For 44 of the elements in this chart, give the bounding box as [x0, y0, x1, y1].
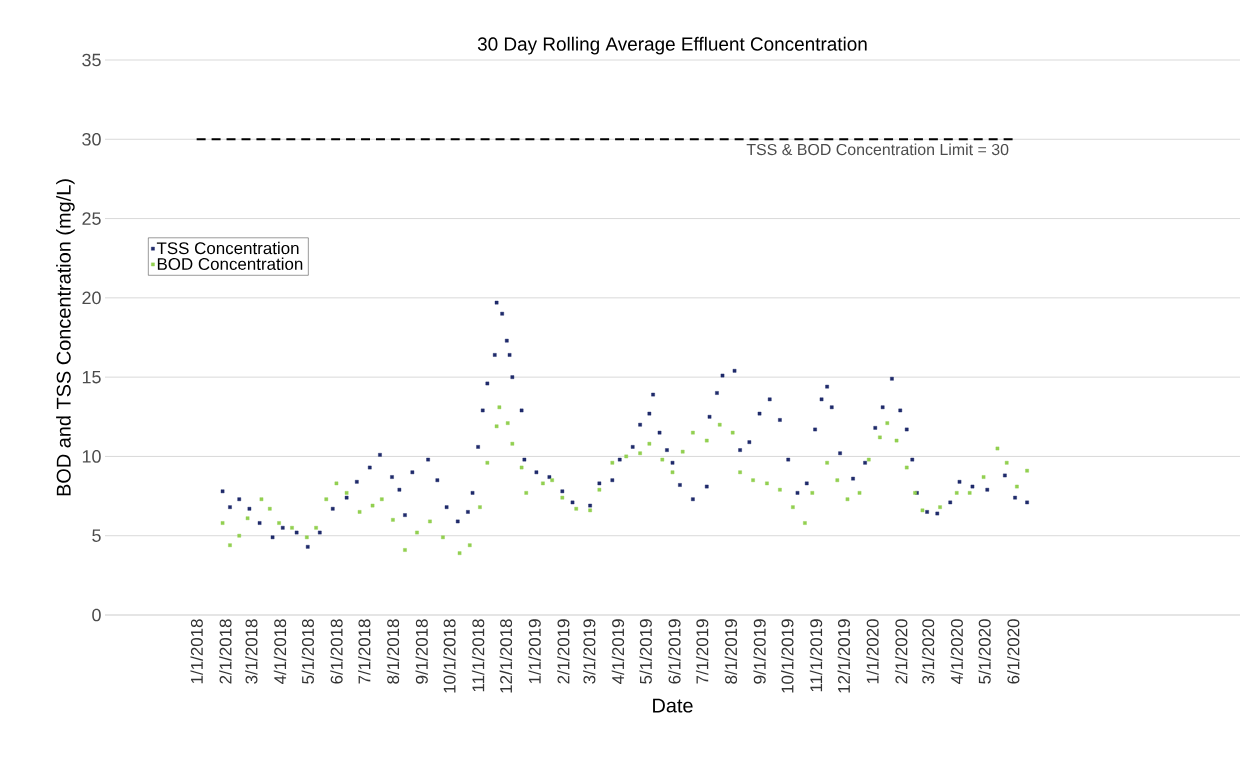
x-tick-label: 9/1/2019: [753, 619, 766, 684]
x-tick-label: 9/1/2018: [415, 619, 428, 684]
x-tick-label: 12/1/2018: [499, 619, 513, 693]
x-tick-label: 2/1/2019: [557, 619, 570, 684]
x-tick-label: 3/1/2020: [921, 619, 935, 684]
x-tick-label: 10/1/2019: [781, 619, 794, 693]
x-tick-label: 6/1/2019: [668, 619, 681, 684]
chart-title: 30 Day Rolling Average Effluent Concentration: [477, 36, 867, 55]
y-tick-label: 5: [92, 529, 101, 542]
x-tick-label: 7/1/2019: [695, 619, 709, 684]
y-tick-label: 10: [82, 450, 101, 463]
ref-line-label: TSS & BOD Concentration Limit = 30: [746, 143, 1009, 156]
legend-label: BOD Concentration: [157, 257, 303, 270]
y-tick-label: 15: [82, 370, 101, 384]
x-tick-label: 6/1/2018: [330, 619, 343, 684]
y-tick-label: 0: [92, 608, 101, 622]
x-tick-label: 5/1/2020: [978, 619, 991, 684]
y-axis-title: BOD and TSS Concentration (mg/L): [56, 179, 75, 496]
x-tick-label: 5/1/2018: [301, 619, 314, 684]
x-tick-label: 11/1/2018: [471, 619, 485, 692]
x-tick-label: 3/1/2018: [245, 619, 258, 684]
x-tick-label: 11/1/2019: [809, 619, 823, 692]
x-tick-label: 8/1/2019: [724, 619, 738, 684]
x-tick-label: 3/1/2019: [582, 619, 596, 684]
x-tick-label: 2/1/2020: [894, 619, 908, 684]
x-tick-label: 1/1/2018: [190, 619, 203, 684]
x-axis-title: Date: [653, 698, 693, 713]
y-tick-label: 30: [82, 132, 101, 146]
x-tick-label: 5/1/2019: [639, 619, 652, 684]
x-tick-label: 7/1/2018: [358, 619, 371, 684]
x-tick-label: 8/1/2018: [386, 619, 400, 684]
x-tick-label: 1/1/2020: [866, 619, 879, 684]
x-tick-label: 4/1/2020: [950, 619, 963, 685]
x-tick-label: 4/1/2018: [273, 619, 287, 685]
x-tick-label: 6/1/2020: [1006, 619, 1020, 684]
x-tick-label: 10/1/2018: [443, 619, 456, 693]
x-tick-label: 2/1/2018: [219, 619, 232, 684]
y-tick-label: 35: [82, 53, 101, 67]
x-tick-label: 1/1/2019: [528, 619, 541, 684]
x-tick-label: 12/1/2019: [837, 619, 850, 693]
y-tick-label: 25: [82, 212, 101, 225]
y-tick-label: 20: [82, 291, 101, 305]
x-tick-label: 4/1/2019: [611, 619, 625, 685]
legend-label: TSS Concentration: [156, 241, 299, 255]
